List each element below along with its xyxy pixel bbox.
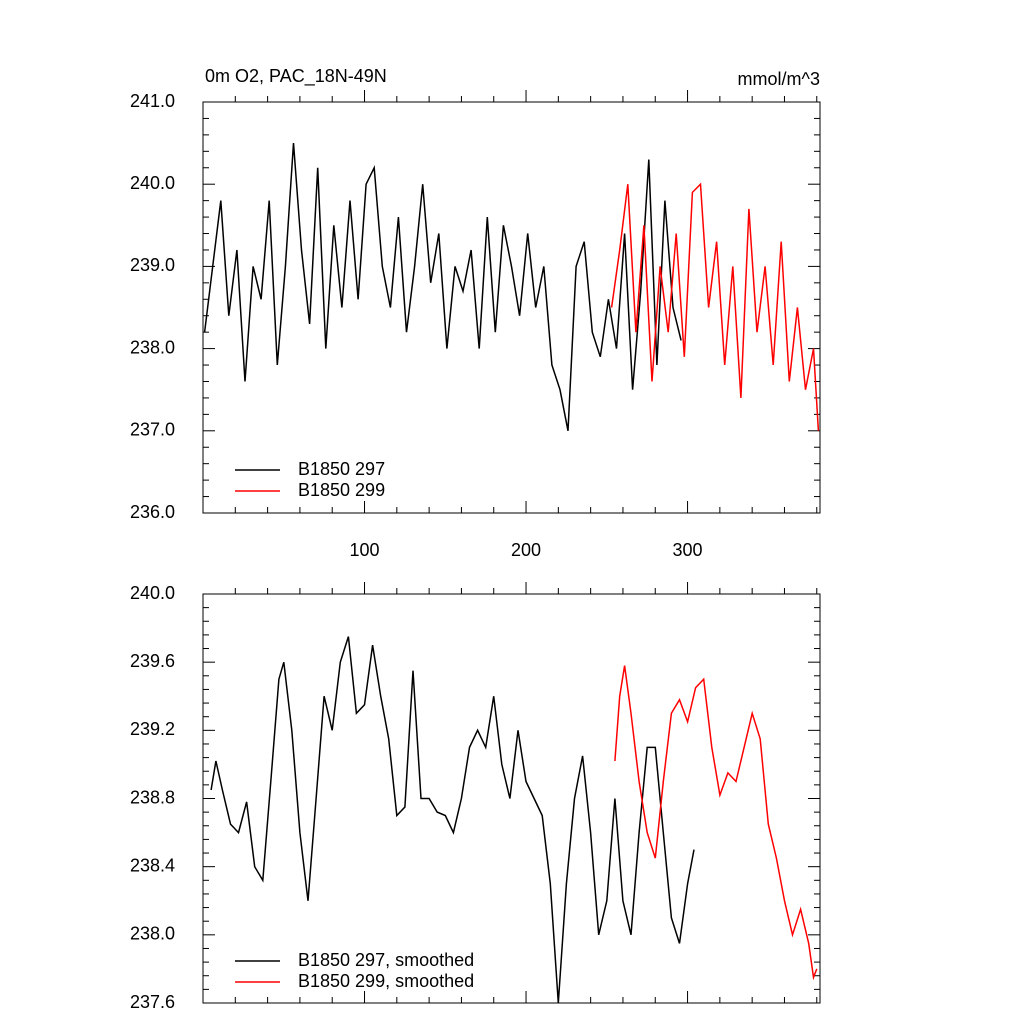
plot-frame [202, 101, 821, 514]
y-tick-label: 238.0 [130, 924, 175, 944]
y-tick-label: 241.0 [130, 91, 175, 111]
y-tick-label: 238.8 [130, 787, 175, 807]
chart-title: 0m O2, PAC_18N-49N [205, 66, 387, 87]
x-tick-label: 200 [511, 540, 541, 560]
plot-frame [202, 593, 821, 1004]
legend-label: B1850 299, smoothed [298, 971, 474, 991]
data-line [210, 636, 695, 1004]
y-tick-label: 239.0 [130, 255, 175, 275]
y-tick-label: 239.6 [130, 651, 175, 671]
units-label: mmol/m^3 [738, 69, 820, 89]
y-tick-label: 237.0 [130, 420, 175, 440]
legend-label: B1850 297 [298, 459, 385, 479]
y-tick-label: 239.2 [130, 719, 175, 739]
y-tick-label: 238.4 [130, 855, 175, 875]
y-tick-label: 240.0 [130, 583, 175, 603]
legend-label: B1850 299 [298, 480, 385, 500]
x-tick-label: 100 [349, 540, 379, 560]
y-tick-label: 238.0 [130, 337, 175, 357]
data-line [203, 143, 682, 431]
data-line [614, 665, 818, 981]
data-line [610, 182, 820, 431]
y-tick-label: 240.0 [130, 173, 175, 193]
legend-label: B1850 297, smoothed [298, 950, 474, 970]
y-tick-label: 236.0 [130, 502, 175, 522]
y-tick-label: 237.6 [130, 992, 175, 1012]
x-tick-label: 300 [673, 540, 703, 560]
